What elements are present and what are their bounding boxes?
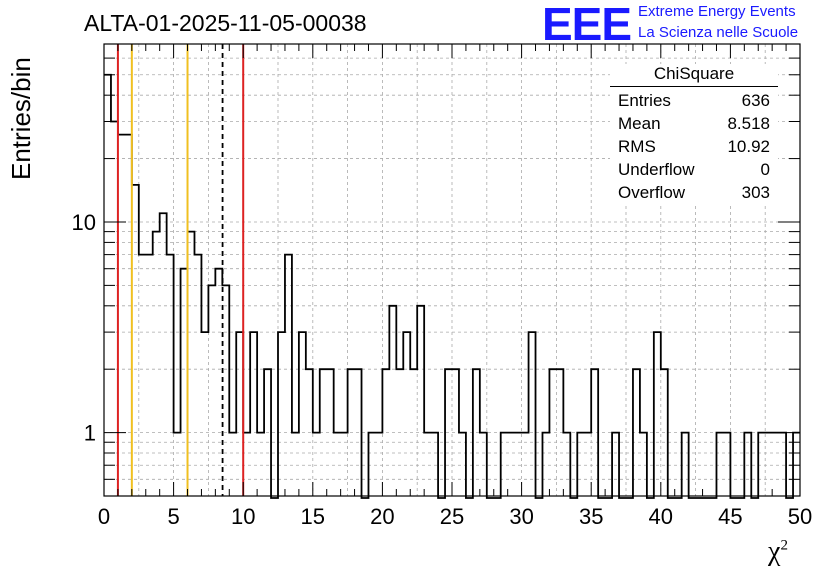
eee-logo-mark: EEE bbox=[542, 0, 632, 50]
x-tick-label: 25 bbox=[440, 504, 464, 529]
histogram-bin bbox=[146, 255, 153, 496]
axis-ticks bbox=[103, 43, 801, 497]
histogram-bin bbox=[181, 269, 188, 496]
histogram-bin bbox=[236, 332, 243, 496]
stats-label: RMS bbox=[618, 137, 656, 156]
histogram-bin bbox=[654, 332, 661, 496]
x-tick-label: 50 bbox=[788, 504, 812, 529]
stats-row-mean: Mean 8.518 bbox=[610, 112, 778, 135]
histogram-bin bbox=[285, 255, 292, 496]
histogram-bin bbox=[529, 332, 536, 496]
histogram-bin bbox=[299, 332, 306, 496]
stats-row-underflow: Underflow 0 bbox=[610, 158, 778, 181]
histogram-bin bbox=[111, 122, 118, 496]
stats-value: 0 bbox=[760, 160, 770, 179]
x-tick-label: 10 bbox=[231, 504, 255, 529]
stats-title: ChiSquare bbox=[610, 64, 778, 87]
axis-tick-labels: 0 5 10 15 20 25 30 35 40 45 50 1 10 bbox=[72, 210, 813, 529]
histogram-bin bbox=[215, 269, 222, 496]
histogram-bin bbox=[417, 306, 424, 496]
x-tick-label: 35 bbox=[579, 504, 603, 529]
eee-logo-line2: La Scienza nelle Scuole bbox=[638, 24, 799, 41]
stats-value: 303 bbox=[741, 183, 770, 202]
histogram-line bbox=[104, 73, 800, 499]
histogram-bin bbox=[194, 255, 201, 496]
stats-value: 636 bbox=[741, 91, 770, 110]
stats-box: ChiSquare Entries 636 Mean 8.518 RMS 10.92 … bbox=[610, 64, 778, 204]
histogram-bin bbox=[208, 285, 215, 496]
x-tick-label: 20 bbox=[370, 504, 394, 529]
histogram-bin bbox=[160, 213, 167, 496]
x-tick-label: 15 bbox=[301, 504, 325, 529]
y-tick-label: 10 bbox=[72, 210, 96, 235]
reference-lines bbox=[116, 44, 245, 496]
histogram-bin bbox=[389, 306, 396, 496]
x-tick-label: 5 bbox=[167, 504, 179, 529]
eee-logo-line1: Extreme Energy Events bbox=[638, 3, 796, 20]
histogram-bin bbox=[201, 332, 208, 496]
stats-label: Entries bbox=[618, 91, 671, 110]
histogram-series bbox=[104, 73, 800, 499]
chart-title: ALTA-01-2025-11-05-00038 bbox=[84, 10, 367, 36]
x-axis-label-sup: 2 bbox=[780, 537, 788, 554]
stats-value: 8.518 bbox=[727, 114, 770, 133]
histogram-bin bbox=[153, 232, 160, 496]
histogram-bin bbox=[278, 332, 285, 496]
histogram-bin bbox=[167, 255, 174, 496]
histogram-bin bbox=[188, 232, 195, 496]
stats-value: 10.92 bbox=[727, 137, 770, 156]
stats-label: Underflow bbox=[618, 160, 695, 179]
x-tick-label: 30 bbox=[509, 504, 533, 529]
histogram-bin bbox=[118, 135, 125, 496]
y-tick-label: 1 bbox=[84, 421, 96, 446]
x-tick-label: 0 bbox=[98, 504, 110, 529]
stats-label: Mean bbox=[618, 114, 661, 133]
x-tick-label: 45 bbox=[718, 504, 742, 529]
y-axis-label: Entries/bin bbox=[6, 57, 36, 180]
stats-label: Overflow bbox=[618, 183, 686, 202]
histogram-bin bbox=[125, 135, 132, 496]
x-axis-label: χ2 bbox=[768, 536, 788, 568]
stats-row-entries: Entries 636 bbox=[610, 89, 778, 112]
stats-row-overflow: Overflow 303 bbox=[610, 181, 778, 204]
x-axis-label-main: χ bbox=[768, 536, 781, 567]
histogram-bin bbox=[403, 332, 410, 496]
histogram-bin bbox=[250, 332, 257, 496]
x-tick-label: 40 bbox=[649, 504, 673, 529]
histogram-bin bbox=[139, 255, 146, 496]
stats-row-rms: RMS 10.92 bbox=[610, 135, 778, 158]
